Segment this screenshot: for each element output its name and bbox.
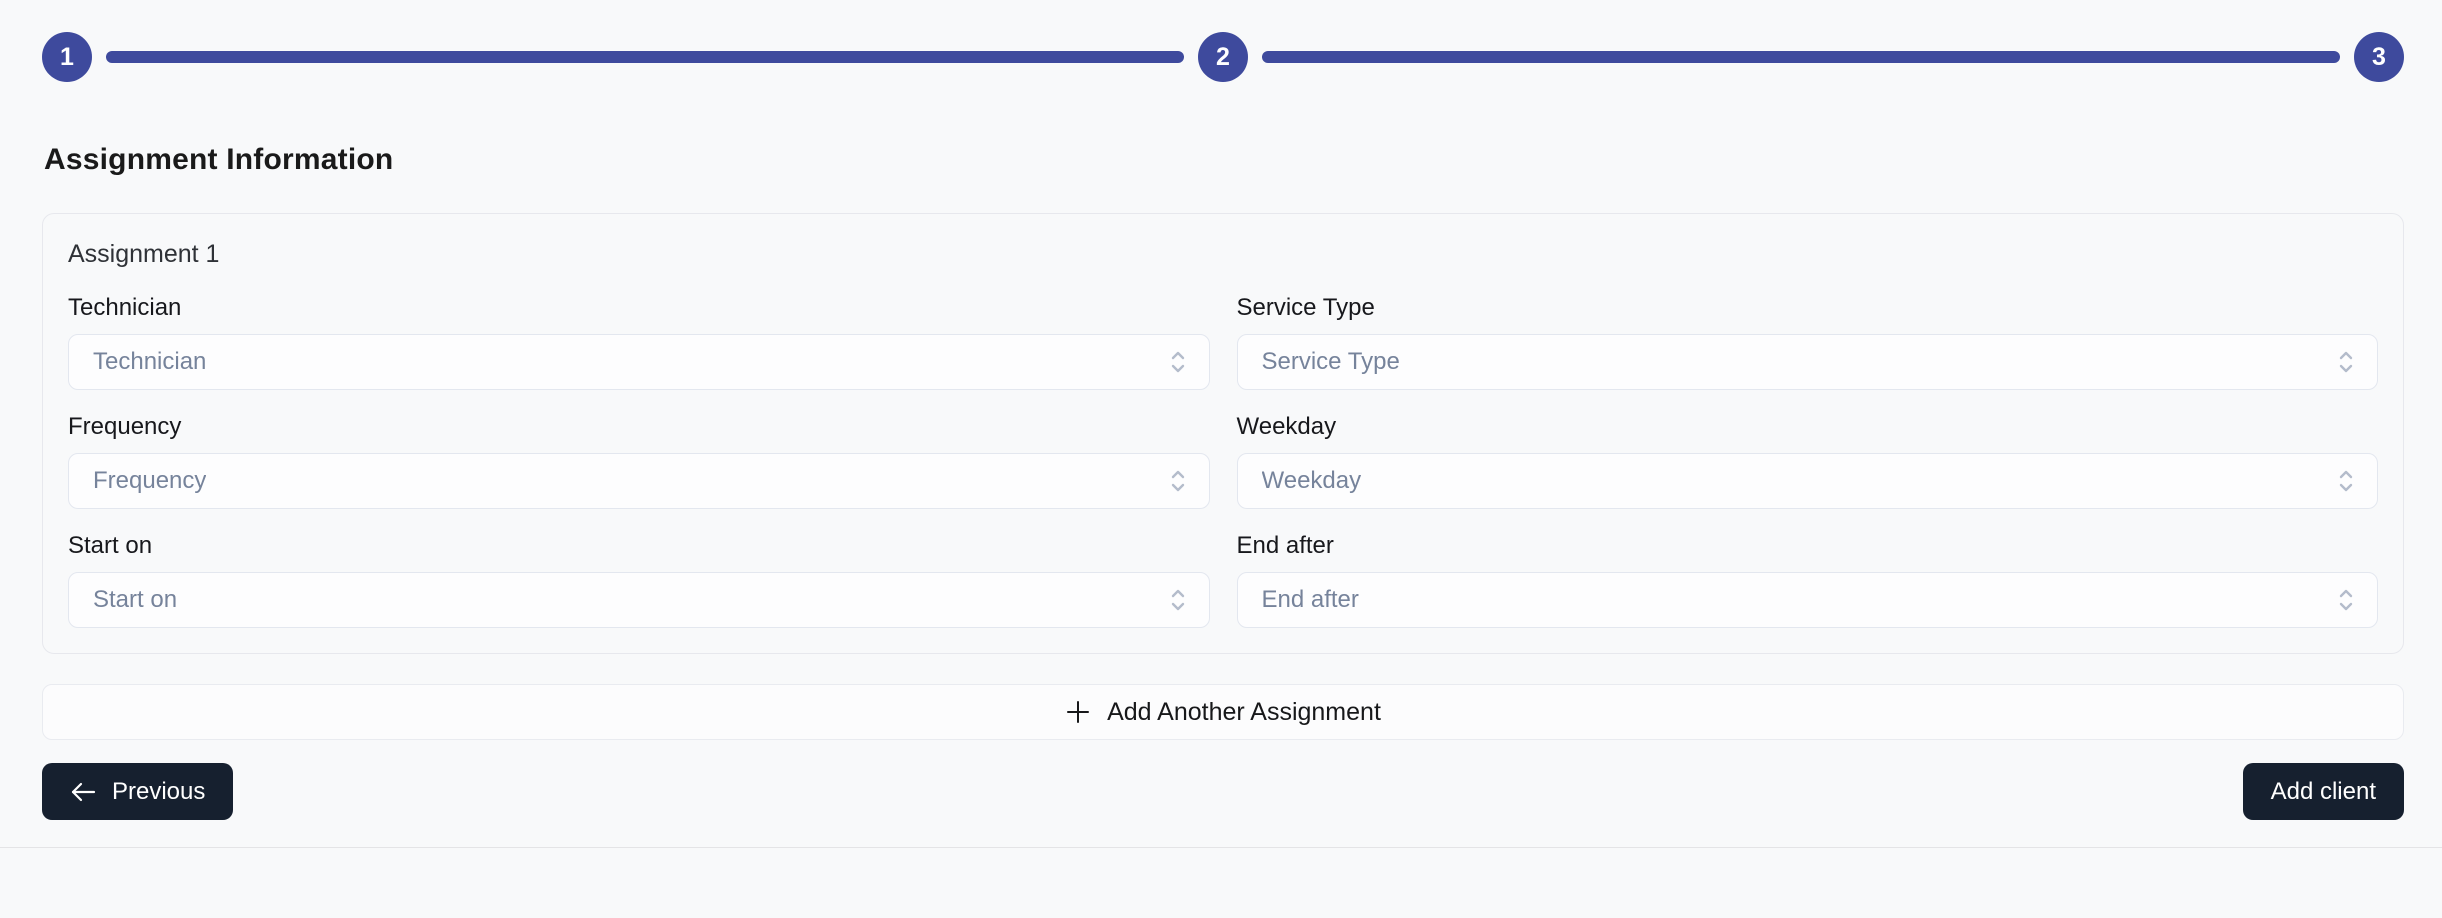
start-on-label: Start on bbox=[68, 532, 153, 559]
select-caret-icon bbox=[2337, 586, 2355, 614]
previous-button-label: Previous bbox=[112, 777, 206, 805]
page-title: Assignment Information bbox=[44, 143, 394, 176]
stepper-step-2[interactable]: 2 bbox=[1198, 32, 1248, 82]
select-caret-icon bbox=[1169, 586, 1187, 614]
stepper-step-1[interactable]: 1 bbox=[42, 32, 92, 82]
plus-icon bbox=[1065, 699, 1091, 725]
select-caret-icon bbox=[2337, 467, 2355, 495]
footer-actions: Previous Add client bbox=[42, 763, 2404, 820]
field-weekday: Weekday Weekday bbox=[1236, 413, 2378, 509]
assignment-card: Assignment 1 Technician Technician Servi… bbox=[42, 213, 2404, 654]
end-after-label: End after bbox=[1236, 532, 1334, 559]
add-another-assignment-label: Add Another Assignment bbox=[1107, 697, 1381, 726]
select-caret-icon bbox=[2337, 348, 2355, 376]
service-type-label: Service Type bbox=[1236, 294, 1375, 321]
stepper-step-3[interactable]: 3 bbox=[2354, 32, 2404, 82]
field-end-after: End after End after bbox=[1236, 532, 2378, 628]
stepper: 1 2 3 bbox=[42, 0, 2404, 82]
stepper-step-3-number: 3 bbox=[2372, 42, 2386, 71]
field-service-type: Service Type Service Type bbox=[1236, 294, 2378, 390]
arrow-left-icon bbox=[70, 781, 96, 803]
end-after-select[interactable]: End after bbox=[1236, 572, 2378, 628]
select-caret-icon bbox=[1169, 467, 1187, 495]
assignment-fields-grid: Technician Technician Service Type Servi… bbox=[68, 294, 2378, 628]
technician-select[interactable]: Technician bbox=[68, 334, 1210, 390]
service-type-select-placeholder: Service Type bbox=[1261, 348, 1400, 375]
end-after-select-placeholder: End after bbox=[1261, 586, 1359, 613]
field-technician: Technician Technician bbox=[68, 294, 1210, 390]
add-client-button[interactable]: Add client bbox=[2242, 763, 2404, 820]
technician-label: Technician bbox=[68, 294, 182, 321]
stepper-connector-1 bbox=[106, 51, 1184, 63]
add-client-button-label: Add client bbox=[2270, 777, 2376, 805]
wizard-page: 1 2 3 Assignment Information Assignment … bbox=[42, 0, 2404, 820]
select-caret-icon bbox=[1169, 348, 1187, 376]
stepper-connector-2 bbox=[1262, 51, 2340, 63]
stepper-step-1-number: 1 bbox=[60, 42, 74, 71]
stepper-step-2-number: 2 bbox=[1216, 42, 1230, 71]
technician-select-placeholder: Technician bbox=[93, 348, 207, 375]
start-on-select[interactable]: Start on bbox=[68, 572, 1210, 628]
weekday-select[interactable]: Weekday bbox=[1236, 453, 2378, 509]
weekday-select-placeholder: Weekday bbox=[1261, 467, 1362, 494]
start-on-select-placeholder: Start on bbox=[93, 586, 178, 613]
service-type-select[interactable]: Service Type bbox=[1236, 334, 2378, 390]
field-start-on: Start on Start on bbox=[68, 532, 1210, 628]
field-frequency: Frequency Frequency bbox=[68, 413, 1210, 509]
frequency-select-placeholder: Frequency bbox=[93, 467, 207, 494]
previous-button[interactable]: Previous bbox=[42, 763, 234, 820]
add-another-assignment-button[interactable]: Add Another Assignment bbox=[42, 684, 2404, 740]
assignment-card-title: Assignment 1 bbox=[68, 240, 220, 268]
bottom-divider bbox=[0, 847, 2442, 848]
frequency-label: Frequency bbox=[68, 413, 182, 440]
frequency-select[interactable]: Frequency bbox=[68, 453, 1210, 509]
weekday-label: Weekday bbox=[1236, 413, 1337, 440]
